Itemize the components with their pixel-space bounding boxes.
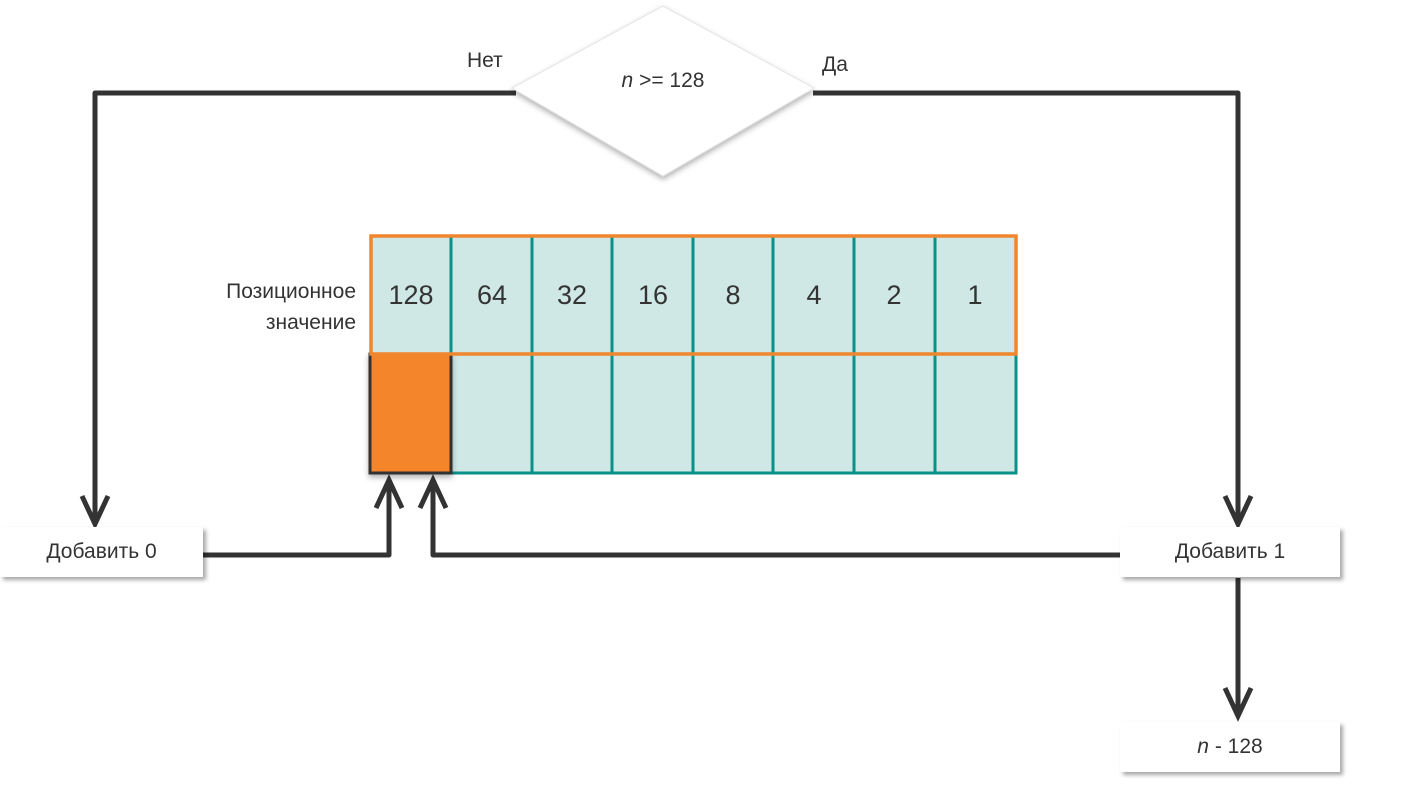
place-value-16: 16	[637, 280, 669, 310]
place-value-64: 64	[476, 280, 508, 310]
subtract-box: n - 128	[1120, 722, 1340, 772]
yes-label: Да	[822, 53, 848, 76]
arrowhead-down-left	[79, 494, 111, 530]
subtract-rest: - 128	[1214, 735, 1263, 758]
decision-variable: n	[621, 69, 634, 92]
place-value-4: 4	[806, 280, 822, 310]
place-value-32: 32	[556, 280, 588, 310]
decision-operator: >= 128	[639, 69, 705, 92]
place-value-row-border	[369, 234, 1018, 356]
place-value-1: 1	[967, 280, 983, 310]
add-zero-box: Добавить 0	[0, 527, 203, 577]
arrowhead-down-subtract	[1222, 686, 1254, 722]
arrowhead-down-right	[1222, 494, 1254, 530]
decision-condition: n >= 128	[563, 69, 763, 97]
place-value-128: 128	[388, 280, 434, 310]
no-label: Нет	[467, 49, 503, 72]
add-zero-to-bit-line	[203, 505, 392, 558]
place-value-2: 2	[886, 280, 902, 310]
arrowhead-up-one	[417, 474, 449, 510]
add-zero-label: Добавить 0	[46, 540, 157, 563]
yes-branch-line	[813, 90, 1241, 505]
add-one-label: Добавить 1	[1174, 540, 1286, 563]
subtract-variable: n	[1197, 735, 1209, 758]
place-value-label: Позиционное значение	[150, 276, 356, 338]
place-value-label-line2: значение	[265, 311, 356, 334]
place-value-8: 8	[725, 280, 741, 310]
place-value-label-line1: Позиционное	[226, 280, 356, 303]
subtract-label: n - 128	[1197, 735, 1262, 759]
decision-diamond	[510, 5, 816, 177]
add-one-to-bit-line	[430, 505, 1120, 558]
bit-cell-highlight	[368, 352, 453, 475]
no-branch-line	[92, 90, 516, 505]
add-one-box: Добавить 1	[1120, 527, 1340, 577]
arrowhead-up-zero	[373, 474, 405, 510]
